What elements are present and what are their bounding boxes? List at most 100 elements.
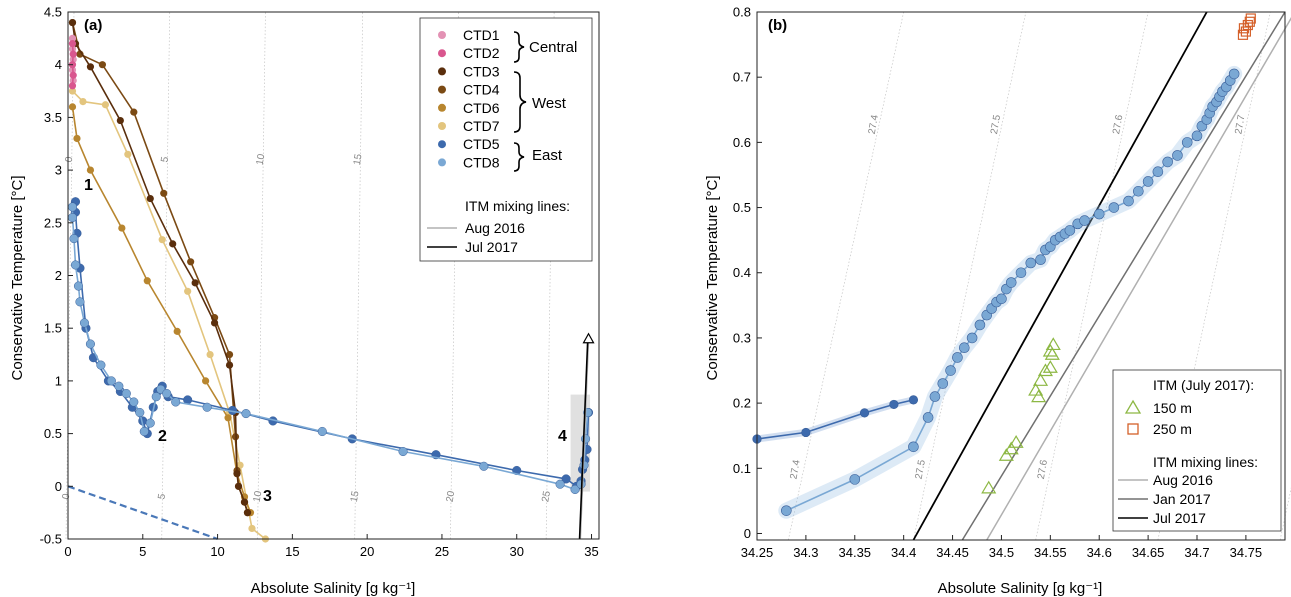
isopycnal-label-a-top: 10 (255, 153, 268, 166)
data-point-ctd8 (75, 297, 85, 307)
x-tick-label-b: 34.35 (839, 545, 872, 560)
y-tick-label-a: 0.5 (44, 426, 62, 441)
y-tick-label-b: 0.6 (733, 135, 751, 150)
data-point-ctd8 (79, 318, 90, 328)
x-tick-label-b: 34.6 (1087, 545, 1112, 560)
y-tick-label-b: 0.5 (733, 200, 751, 215)
data-point-ctd8 (139, 426, 149, 437)
y-tick-label-b: 0.4 (733, 265, 751, 280)
data-point-ctd8 (570, 484, 580, 495)
itm-150m-marker (1031, 389, 1047, 403)
y-tick-label-a: 0 (55, 479, 62, 494)
data-point-ctd7 (124, 150, 132, 158)
data-point-b-ctd8 (922, 412, 934, 423)
isopycnal-label-a-bottom: 5 (156, 492, 168, 500)
legend-marker-ctd1 (438, 31, 446, 39)
isopycnal-line-b (913, 11, 1027, 541)
legend-marker-ctd8 (438, 158, 446, 167)
data-point-ctd8 (129, 397, 139, 407)
itm-150m-marker (1003, 441, 1019, 455)
isopycnal-label-b-top: 27.4 (867, 114, 881, 136)
data-point-ctd8 (70, 260, 81, 270)
data-point-ctd3 (68, 18, 77, 27)
data-point-ctd2 (69, 50, 77, 58)
data-point-ctd6 (73, 134, 81, 143)
x-tick-label-b: 34.55 (1034, 545, 1067, 560)
series-line-ctd6 (71, 106, 252, 513)
data-point-b-ctd8 (1162, 156, 1173, 168)
y-tick-label-b: 0 (744, 526, 751, 541)
data-point-b-ctd8 (945, 365, 956, 376)
data-point-ctd8 (145, 418, 155, 428)
isopycnal-line-a (257, 11, 266, 540)
panel-b: 27.427.527.627.727.427.527.627.7 34.2534… (704, 5, 1291, 597)
data-point-b-ctd8 (996, 293, 1007, 305)
x-tick-label-a: 30 (509, 544, 523, 559)
y-tick-label-b: 0.3 (733, 330, 751, 345)
x-tick-label-b: 34.5 (989, 545, 1014, 560)
data-point-b-ctd8 (1079, 215, 1090, 226)
x-axis-label-a: Absolute Salinity [g kg⁻¹] (251, 580, 416, 597)
legend-text-b-aug2016: Aug 2016 (1153, 472, 1213, 488)
x-tick-label-a: 20 (360, 544, 374, 559)
data-point-ctd8 (121, 388, 131, 399)
x-tick-label-b: 34.25 (741, 545, 774, 560)
y-tick-label-a: -0.5 (40, 532, 62, 547)
isopycnal-label-a-bottom: 10 (252, 490, 265, 503)
data-point-ctd3 (210, 319, 219, 327)
data-point-ctd8 (114, 381, 124, 391)
data-point-ctd8 (67, 212, 78, 223)
data-point-b-ctd8 (1142, 176, 1154, 187)
isopycnal-line-b (1279, 487, 1291, 541)
dashed-reference-line (67, 485, 218, 541)
data-point-ctd6 (224, 414, 232, 422)
data-point-ctd8 (67, 202, 78, 212)
itm-150m-marker (1042, 343, 1058, 357)
plot-frame-b (756, 11, 1286, 541)
data-point-ctd2 (68, 82, 77, 90)
data-point-ctd8 (171, 397, 181, 407)
data-point-ctd3 (234, 482, 243, 490)
isopycnal-label-b-top: 27.7 (1233, 114, 1247, 136)
mixing-line-aug2016-b (986, 16, 1291, 541)
data-point-b-ctd8 (1133, 185, 1144, 197)
data-point-ctd6 (86, 166, 95, 174)
data-point-ctd8 (398, 446, 408, 457)
isopycnal-label-a-bottom: 20 (445, 490, 458, 503)
annotation-1: 1 (84, 177, 93, 194)
data-point-ctd2 (68, 40, 77, 48)
data-point-ctd6 (118, 224, 126, 232)
x-tick-label-a: 35 (584, 544, 598, 559)
brace-central (513, 31, 525, 63)
x-tick-label-b: 34.65 (1132, 545, 1165, 560)
legend-a: CTD1 CTD2 CTD3 CTD4 CTD6 CTD7 CTD5 CTD8 Central… (419, 17, 593, 262)
legend-text-ctd2: CTD2 (463, 45, 500, 61)
y-axis-label-b: Conservative Temperature [°C] (704, 176, 721, 381)
data-point-b-ctd8 (1123, 195, 1134, 207)
data-point-b-ctd8 (1181, 137, 1193, 148)
data-point-b-ctd8 (1093, 208, 1105, 220)
legend-marker-ctd7 (438, 122, 446, 130)
legend-text-ctd8: CTD8 (463, 154, 500, 170)
itm-250m-marker (1242, 19, 1253, 31)
data-point-b-ctd8 (1035, 254, 1046, 266)
x-tick-label-b: 34.75 (1230, 545, 1263, 560)
isopycnal-line-b (1157, 11, 1271, 541)
data-point-ctd8 (241, 409, 251, 419)
isopycnal-line-a (450, 11, 459, 540)
data-point-b-ctd5 (908, 395, 919, 405)
data-point-ctd7 (79, 97, 87, 106)
data-point-ctd1 (68, 34, 77, 42)
data-point-ctd7 (68, 87, 77, 95)
data-point-b-ctd8 (849, 474, 861, 485)
data-point-ctd7 (248, 524, 256, 533)
itm-150m-marker (1045, 337, 1061, 351)
legend-text-ctd1: CTD1 (463, 27, 500, 43)
y-tick-label-a: 1 (55, 373, 62, 388)
data-point-ctd8 (106, 376, 116, 386)
x-axis-label-b: Absolute Salinity [g kg⁻¹] (938, 580, 1103, 597)
y-tick-label-a: 2.5 (44, 215, 62, 230)
data-point-ctd8 (162, 388, 172, 399)
data-point-ctd2 (69, 71, 77, 79)
data-point-ctd8 (73, 281, 84, 291)
